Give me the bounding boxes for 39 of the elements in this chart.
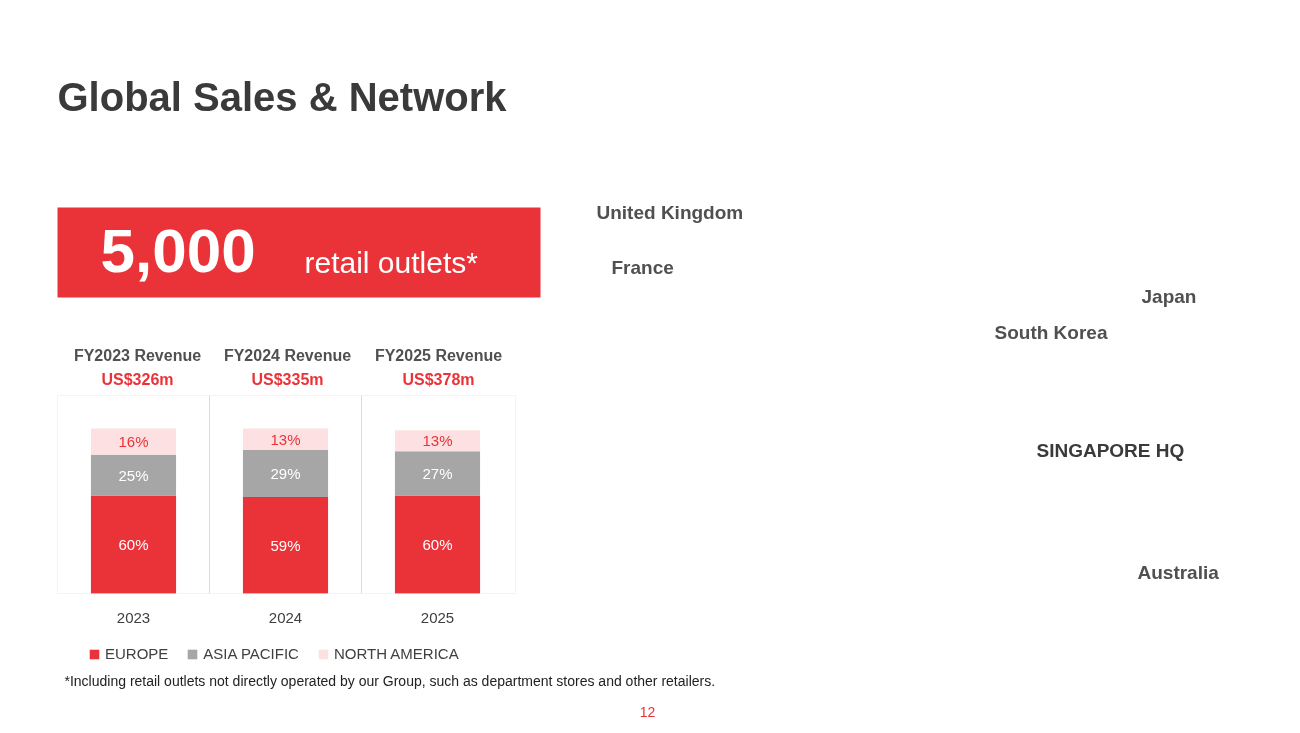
text: US$378m: [402, 371, 475, 388]
x-tick-label: 2023: [116, 608, 151, 626]
bar: [90, 495, 177, 594]
data-label: 25%: [118, 466, 149, 484]
x-tick-label: 2025: [420, 608, 455, 626]
data-label: 60%: [118, 535, 149, 553]
text: FY2025 Revenue: [374, 347, 503, 364]
text: 5,000: [100, 215, 256, 285]
text: United Kingdom: [596, 202, 744, 223]
bar: [242, 497, 329, 594]
text: Japan: [1141, 286, 1197, 307]
text: *Including retail outlets not directly operated by our Group, such as department stores and other retailers.: [64, 672, 716, 689]
text: FY2024 Revenue: [223, 347, 352, 364]
data-label: 16%: [118, 433, 149, 451]
legend-label: NORTH AMERICA: [333, 645, 459, 662]
data-label: 13%: [422, 432, 453, 450]
text: 12: [639, 703, 656, 720]
bar: [90, 428, 177, 455]
text: Australia: [1137, 562, 1220, 583]
legend-label: EUROPE: [105, 645, 169, 662]
data-label: 29%: [270, 464, 301, 482]
data-label: 13%: [270, 430, 301, 448]
x-tick-label: 2024: [268, 608, 303, 626]
bar: [394, 451, 481, 496]
bar: [90, 454, 177, 496]
bar: [394, 495, 481, 594]
data-label: 59%: [270, 536, 301, 554]
text: South Korea: [994, 322, 1108, 343]
data-label: 60%: [422, 535, 453, 553]
data-label: 27%: [422, 464, 453, 482]
text: SINGAPORE HQ: [1036, 440, 1185, 461]
text: FY2023 Revenue: [73, 347, 202, 364]
bar: [242, 449, 329, 498]
legend-label: ASIA PACIFIC: [203, 645, 299, 662]
text: US$335m: [251, 371, 324, 388]
text: retail outlets*: [304, 246, 479, 279]
text: US$326m: [101, 371, 174, 388]
chart-title: Global Sales & Network: [57, 74, 508, 119]
text: France: [611, 257, 674, 278]
